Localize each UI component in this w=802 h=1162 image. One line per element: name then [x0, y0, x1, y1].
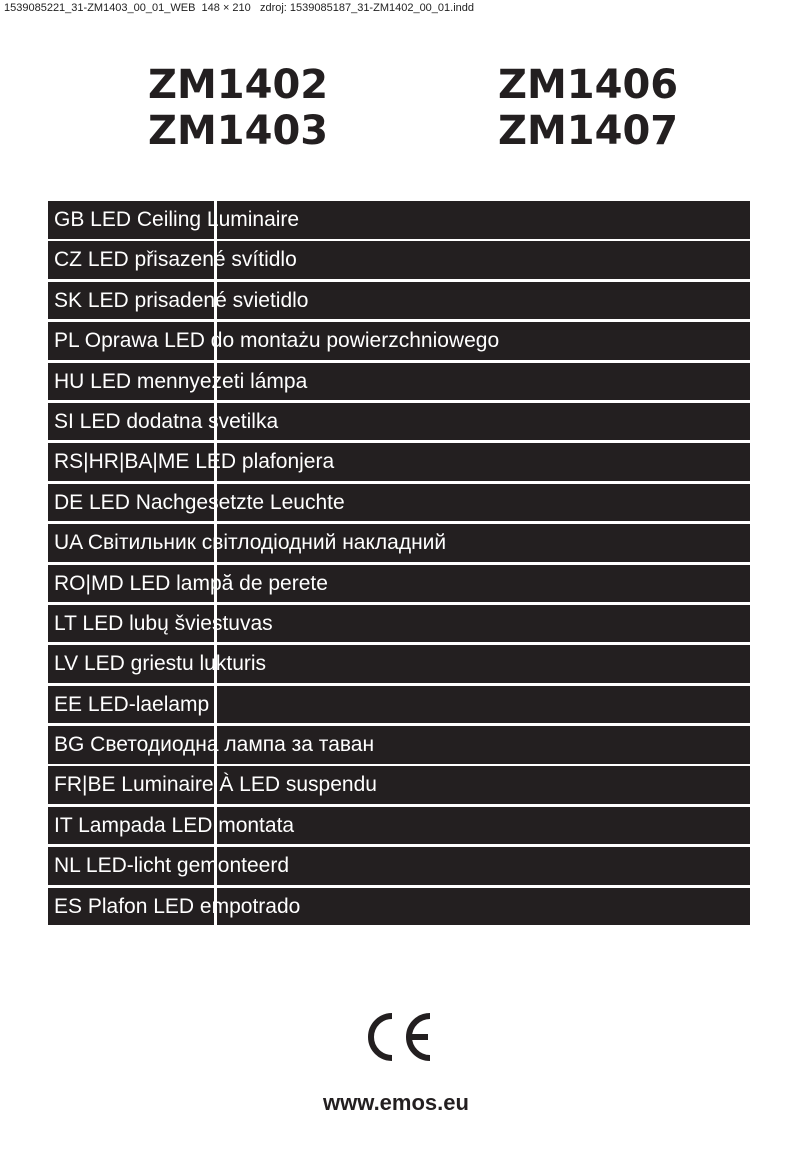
- title-row: FR|BE Luminaire À LED suspendu: [48, 766, 750, 804]
- title-row: SK LED prisadené svietidlo: [48, 281, 750, 320]
- language-title-list: GB LED Ceiling Luminaire CZ LED přisazen…: [48, 201, 750, 928]
- ce-mark-icon: [368, 1013, 431, 1061]
- title-row: GB LED Ceiling Luminaire: [48, 201, 750, 239]
- title-row: LV LED griestu lukturis: [48, 645, 750, 683]
- title-row: EE LED-laelamp: [48, 685, 750, 724]
- title-row: IT Lampada LED montata: [48, 806, 750, 845]
- title-row: PL Oprawa LED do montażu powierzchnioweg…: [48, 322, 750, 360]
- models-left: ZM1402 ZM1403: [148, 62, 328, 154]
- website-url: www.emos.eu: [323, 1090, 469, 1115]
- model-number: ZM1402: [148, 62, 329, 108]
- title-row: UA Світильник світлодіодний накладний: [48, 524, 750, 562]
- title-row: NL LED-licht gemonteerd: [48, 847, 750, 885]
- model-number: ZM1403: [148, 108, 329, 154]
- title-row: HU LED mennyezeti lámpa: [48, 362, 750, 401]
- title-row: BG Светодиодна лампа за таван: [48, 726, 750, 764]
- title-row: RO|MD LED lampă de perete: [48, 564, 750, 603]
- title-row: ES Plafon LED empotrado: [48, 887, 750, 926]
- divider-line: [214, 201, 217, 928]
- title-row: SI LED dodatna svetilka: [48, 402, 750, 441]
- title-row: RS|HR|BA|ME LED plafonjera: [48, 443, 750, 481]
- model-number: ZM1406: [498, 62, 679, 108]
- title-row: CZ LED přisazené svítidlo: [48, 241, 750, 279]
- title-row: LT LED lubų šviestuvas: [48, 604, 750, 643]
- model-number: ZM1407: [498, 108, 679, 154]
- models-right: ZM1406 ZM1407: [498, 62, 678, 154]
- file-slug: 1539085221_31-ZM1403_00_01_WEB 148 × 210…: [4, 2, 475, 14]
- title-row: DE LED Nachgesetzte Leuchte: [48, 483, 750, 522]
